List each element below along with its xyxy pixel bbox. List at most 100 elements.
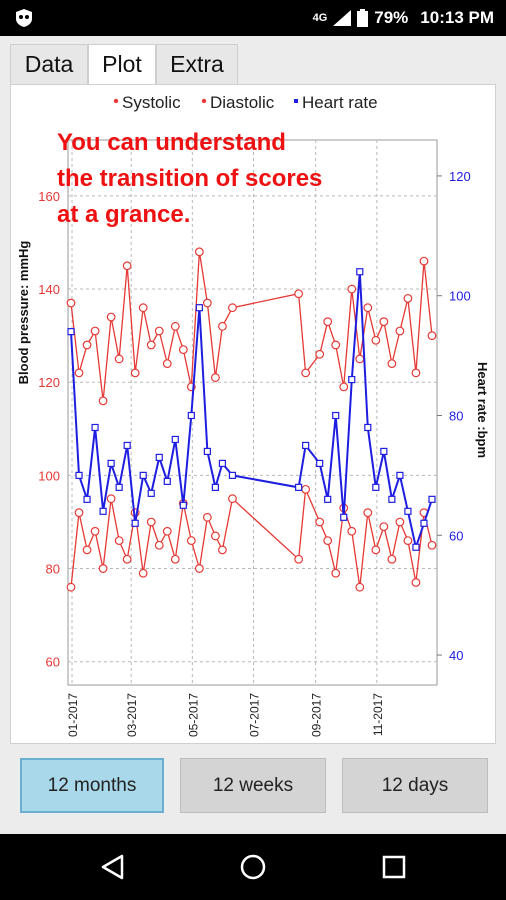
- data-point: [155, 453, 163, 462]
- right-axis-tick-label: 120: [449, 169, 471, 184]
- data-point: [218, 321, 227, 331]
- annotation-line: at a grance.: [57, 201, 190, 228]
- right-axis-tick-label: 60: [449, 528, 463, 543]
- legend-label: Diastolic: [210, 93, 275, 112]
- tab-data[interactable]: Data: [10, 44, 88, 84]
- data-point: [419, 256, 429, 266]
- data-point: [107, 459, 115, 468]
- x-axis-tick-label: 11-2017: [371, 693, 385, 736]
- data-point: [218, 545, 227, 555]
- x-axis-tick-label: 03-2017: [125, 693, 139, 737]
- data-point: [395, 517, 405, 527]
- data-point: [363, 508, 373, 518]
- data-point: [379, 317, 389, 327]
- data-point: [194, 564, 204, 573]
- data-point: [66, 582, 76, 592]
- data-point: [106, 312, 116, 322]
- tab-plot[interactable]: Plot: [88, 44, 156, 84]
- data-point: [396, 471, 404, 479]
- data-point: [83, 495, 91, 503]
- data-point: [90, 326, 100, 336]
- data-point: [98, 396, 108, 406]
- left-axis-tick-label: 120: [38, 375, 60, 390]
- data-point: [218, 459, 227, 468]
- recents-icon[interactable]: [382, 855, 406, 879]
- tab-extra[interactable]: Extra: [156, 44, 238, 84]
- data-point: [228, 471, 237, 479]
- data-point: [387, 359, 397, 368]
- range-12-months-button[interactable]: 12 months: [20, 758, 164, 813]
- tab-bar: Data Plot Extra: [0, 36, 506, 84]
- data-point: [295, 483, 303, 491]
- legend-marker: [201, 98, 207, 104]
- series-line: [70, 271, 433, 552]
- data-point: [203, 447, 211, 456]
- data-point: [302, 441, 310, 450]
- range-12-days-button[interactable]: 12 days: [342, 758, 488, 813]
- left-axis-tick-label: 140: [38, 282, 60, 297]
- data-point: [371, 545, 381, 555]
- data-point: [130, 368, 140, 378]
- data-point: [66, 298, 76, 308]
- data-point: [411, 368, 421, 378]
- data-point: [162, 359, 172, 368]
- data-point: [331, 568, 341, 578]
- data-point: [348, 375, 356, 384]
- right-axis-tick-label: 40: [449, 648, 463, 663]
- data-point: [74, 508, 84, 518]
- data-point: [347, 526, 357, 536]
- data-point: [131, 519, 139, 527]
- data-point: [363, 303, 373, 313]
- data-point: [115, 483, 123, 491]
- data-point: [228, 494, 237, 504]
- data-point: [323, 317, 333, 327]
- left-axis-tick-label: 160: [38, 189, 60, 204]
- data-point: [98, 564, 108, 573]
- data-point: [428, 495, 436, 503]
- data-point: [332, 411, 340, 420]
- data-point: [74, 368, 84, 378]
- data-point: [388, 495, 396, 503]
- data-point: [403, 536, 413, 545]
- battery-percent: 79%: [374, 8, 409, 27]
- data-point: [138, 303, 148, 313]
- data-point: [170, 554, 180, 564]
- data-point: [427, 540, 437, 550]
- navigation-bar: [0, 834, 506, 900]
- data-point: [372, 483, 380, 491]
- back-icon[interactable]: [100, 854, 126, 880]
- data-point: [99, 507, 107, 515]
- signal-icon: [333, 10, 352, 26]
- data-point: [106, 494, 116, 504]
- data-point: [171, 435, 179, 444]
- data-point: [194, 247, 204, 257]
- data-point: [403, 293, 413, 303]
- data-point: [162, 526, 172, 536]
- data-point: [202, 298, 212, 308]
- right-axis-tick-label: 80: [449, 408, 463, 423]
- data-point: [202, 512, 212, 522]
- data-point: [420, 519, 428, 527]
- annotation-line: You can understand: [57, 129, 286, 156]
- data-point: [90, 526, 100, 536]
- right-axis-tick-label: 100: [449, 289, 471, 304]
- data-point: [404, 507, 412, 515]
- data-point: [186, 536, 196, 545]
- clock: 10:13 PM: [420, 8, 494, 27]
- blood-pressure-chart: 60 80 100 120 140 160 40 60 80 100 120 01-2017 03-20…: [16, 93, 490, 737]
- data-point: [356, 268, 364, 276]
- data-point: [114, 354, 124, 364]
- status-bar: 4G 79% 10:13 PM: [0, 0, 506, 36]
- data-point: [179, 501, 187, 509]
- left-axis-tick-label: 80: [46, 562, 60, 577]
- data-point: [294, 554, 304, 564]
- annotation-line: the transition of scores: [57, 165, 322, 192]
- data-point: [210, 373, 220, 382]
- data-point: [178, 345, 188, 355]
- home-icon[interactable]: [240, 854, 266, 880]
- data-point: [315, 349, 325, 359]
- data-point: [294, 289, 304, 299]
- range-12-weeks-button[interactable]: 12 weeks: [180, 758, 326, 813]
- data-point: [380, 447, 388, 456]
- data-point: [82, 545, 92, 555]
